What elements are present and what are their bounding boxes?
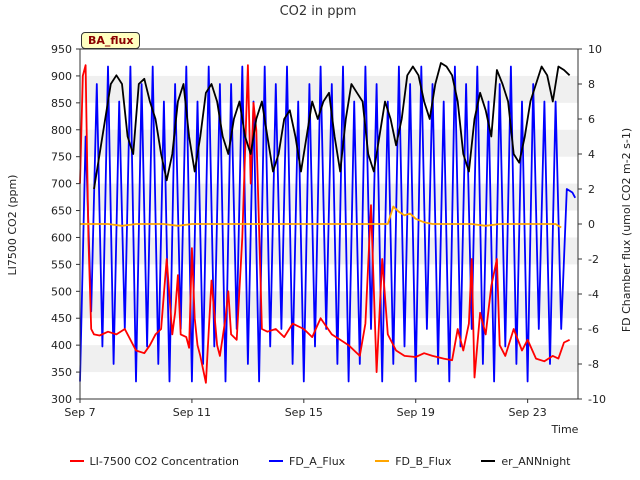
axes-group: 300 350 400 450 500 550 600 650 700 750 800 850 900 9…	[51, 43, 606, 419]
series-group	[79, 62, 576, 384]
y-left-tick-label: 650	[51, 205, 72, 218]
legend-label-fd-b-flux: FD_B_Flux	[395, 454, 452, 468]
legend-swatch-fd-a-flux	[269, 460, 283, 462]
x-tick-label: Sep 19	[397, 406, 435, 419]
y-left-tick-label: 950	[51, 43, 72, 56]
y-left-tick-label: 600	[51, 231, 72, 244]
legend: LI-7500 CO2 Concentration FD_A_Flux FD_B…	[0, 452, 640, 470]
y-right-tick-label: 0	[588, 218, 595, 231]
y-left-tick-label: 900	[51, 70, 72, 83]
legend-label-fd-a-flux: FD_A_Flux	[289, 454, 346, 468]
series-line-li-7500-co2-concentration	[79, 64, 570, 384]
grid-band	[80, 345, 578, 373]
series-line-fd-a-flux	[79, 65, 576, 383]
y-left-tick-label: 450	[51, 312, 72, 325]
grid-band	[80, 291, 578, 319]
legend-label-li7500: LI-7500 CO2 Concentration	[89, 454, 239, 468]
y-left-tick-label: 700	[51, 178, 72, 191]
legend-swatch-er-annnight	[481, 460, 496, 462]
y-right-tick-label: 10	[588, 43, 602, 56]
x-axis-label: Time	[551, 423, 579, 436]
site-badge: BA_flux	[81, 32, 141, 49]
y-right-tick-label: -10	[588, 393, 606, 406]
y-right-tick-label: -4	[588, 288, 599, 301]
series-line-er-annnight	[93, 62, 571, 190]
legend-item-fd-b-flux: FD_B_Flux	[375, 452, 451, 470]
y-left-tick-label: 500	[51, 285, 72, 298]
chart-title: CO2 in ppm	[280, 4, 357, 19]
legend-item-fd-a-flux: FD_A_Flux	[269, 452, 345, 470]
y-left-tick-label: 300	[51, 393, 72, 406]
x-tick-label: Sep 23	[509, 406, 547, 419]
legend-label-er-annnight: er_ANNnight	[501, 454, 571, 468]
y-left-tick-label: 800	[51, 124, 72, 137]
y-left-tick-label: 750	[51, 151, 72, 164]
x-tick-label: Sep 7	[64, 406, 95, 419]
x-tick-label: Sep 11	[173, 406, 211, 419]
legend-swatch-li7500	[69, 460, 84, 462]
y-axis-left-label: LI7500 CO2 (ppm)	[6, 175, 19, 276]
y-axis-right-label: FD Chamber flux (umol CO2 m-2 s-1)	[620, 128, 633, 332]
series-line-fd-b-flux	[80, 205, 562, 229]
y-right-tick-label: -8	[588, 358, 599, 371]
y-left-tick-label: 400	[51, 339, 72, 352]
y-right-tick-label: 6	[588, 113, 595, 126]
y-left-tick-label: 350	[51, 366, 72, 379]
legend-item-li7500: LI-7500 CO2 Concentration	[69, 452, 239, 470]
y-right-tick-label: 4	[588, 148, 595, 161]
legend-swatch-fd-b-flux	[375, 460, 390, 462]
y-right-tick-label: -6	[588, 323, 599, 336]
y-left-tick-label: 850	[51, 97, 72, 110]
y-left-tick-label: 550	[51, 258, 72, 271]
y-right-tick-label: -2	[588, 253, 599, 266]
legend-item-er-annnight: er_ANNnight	[481, 452, 570, 470]
y-right-tick-label: 2	[588, 183, 595, 196]
y-right-tick-label: 8	[588, 78, 595, 91]
x-tick-label: Sep 15	[285, 406, 323, 419]
